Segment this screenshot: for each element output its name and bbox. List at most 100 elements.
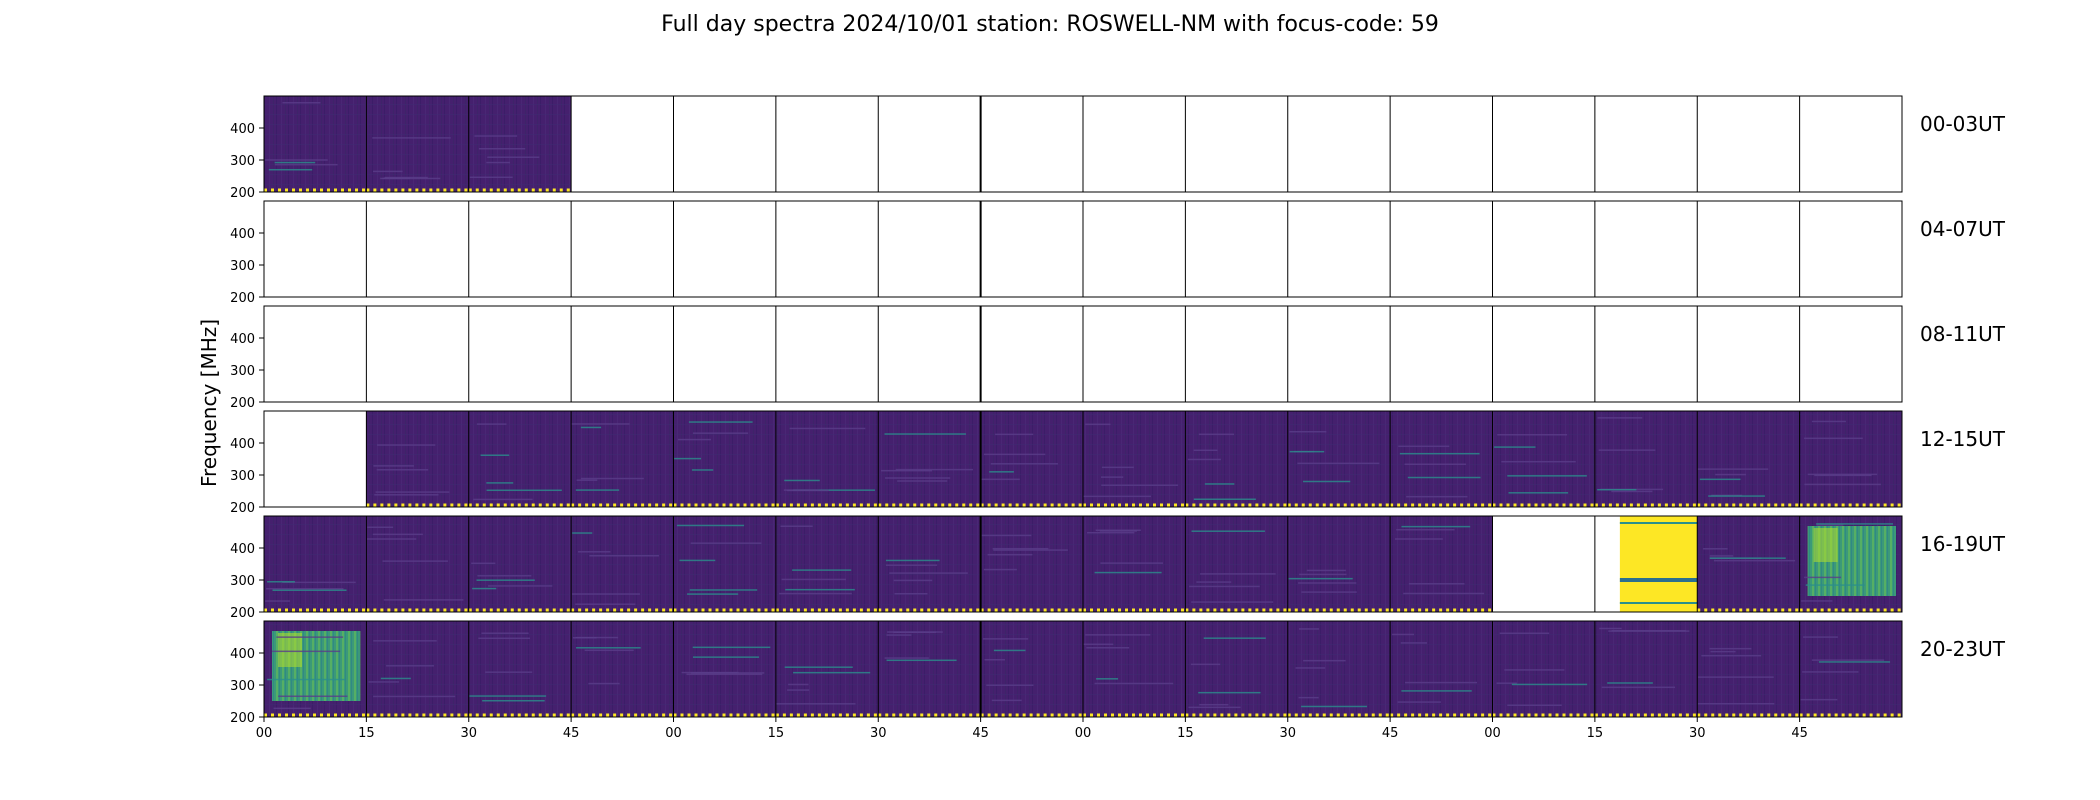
spectral-line — [485, 671, 533, 673]
spectral-line — [686, 673, 763, 676]
spectral-line — [1198, 433, 1235, 436]
spectral-line — [886, 659, 957, 662]
data-block — [1594, 411, 1698, 507]
spectral-line — [986, 684, 1034, 686]
spectra-block — [468, 201, 572, 297]
spectral-line — [1196, 581, 1232, 583]
spectral-line — [1198, 691, 1261, 694]
y-tick-label: 200 — [230, 606, 255, 621]
empty-block — [366, 201, 469, 297]
spectral-line — [1697, 468, 1769, 470]
spectral-line — [1407, 476, 1481, 479]
spectral-line — [1601, 686, 1676, 689]
data-block — [1083, 411, 1186, 507]
spectra-block — [264, 516, 367, 612]
spectral-line — [1392, 633, 1414, 636]
spectral-line — [1086, 647, 1130, 649]
spectra-block — [468, 306, 572, 402]
spectra-block — [1697, 411, 1800, 507]
hot-area — [278, 633, 302, 667]
spectra-row-12-15UT — [263, 410, 1903, 508]
spectra-block — [1697, 516, 1800, 612]
spectral-line — [1804, 576, 1842, 579]
spectral-line — [482, 699, 545, 702]
y-tick-label: 300 — [230, 364, 255, 379]
spectral-line — [1404, 463, 1467, 466]
spectral-line — [1802, 671, 1859, 673]
empty-block — [1697, 96, 1800, 192]
spectral-line — [383, 599, 464, 601]
spectra-block — [571, 201, 674, 297]
spectra-block — [1594, 306, 1698, 402]
spectral-line — [1094, 571, 1162, 574]
empty-block — [1083, 201, 1186, 297]
empty-block — [1287, 306, 1391, 402]
spectral-line — [989, 471, 1014, 473]
data-block — [366, 621, 469, 717]
y-tick-label: 200 — [230, 396, 255, 411]
spectra-block — [1185, 516, 1288, 612]
data-block — [1185, 621, 1288, 717]
spectral-line — [1697, 676, 1774, 678]
empty-block — [1083, 96, 1186, 192]
y-axis-label: Frequency [MHz] — [197, 319, 221, 487]
data-block — [1697, 411, 1800, 507]
empty-block — [1697, 306, 1800, 402]
data-block — [1697, 516, 1800, 612]
spectral-line — [575, 489, 620, 491]
spectral-line — [1499, 632, 1550, 635]
x-tick-label: 45 — [563, 726, 580, 741]
spectral-line — [1403, 592, 1485, 595]
spectral-line — [1597, 417, 1643, 419]
spectral-line — [1193, 449, 1218, 452]
spectral-line — [1697, 702, 1775, 705]
spectral-line — [1094, 682, 1174, 685]
spectral-line — [1818, 661, 1891, 663]
spectral-line — [1804, 437, 1863, 440]
spectra-block — [366, 306, 469, 402]
spectra-block — [673, 96, 776, 192]
spectra-block — [468, 516, 572, 612]
row-label: 12-15UT — [1920, 427, 2006, 451]
spectra-block — [980, 306, 1083, 402]
spectral-line — [690, 542, 762, 544]
row-frame — [263, 200, 1903, 298]
spectral-line — [1101, 466, 1134, 469]
data-block — [571, 411, 674, 507]
spectral-line — [1406, 495, 1468, 498]
spectral-line — [372, 533, 423, 536]
spectra-block — [1287, 201, 1391, 297]
spectral-line — [692, 656, 760, 658]
spectra-block — [1799, 621, 1902, 717]
spectral-line — [1800, 698, 1838, 701]
spectral-line — [1814, 474, 1872, 477]
spectral-line — [1400, 642, 1428, 644]
spectra-block — [673, 621, 776, 717]
empty-block — [1185, 96, 1288, 192]
spectral-line — [575, 636, 619, 639]
spectra-block — [775, 201, 879, 297]
empty-block — [571, 201, 674, 297]
spectra-block — [571, 96, 674, 192]
data-block — [980, 621, 1083, 717]
spectra-block — [1390, 201, 1493, 297]
spectra-block — [775, 96, 879, 192]
spectral-line — [1816, 523, 1893, 525]
spectral-line — [274, 163, 338, 166]
spectra-block — [366, 411, 469, 507]
y-tick-label: 400 — [230, 332, 255, 347]
spectral-line — [575, 603, 636, 605]
spectral-line — [1301, 591, 1357, 593]
empty-block — [1287, 201, 1391, 297]
x-tick-label: 30 — [1279, 726, 1296, 741]
spectra-block — [980, 516, 1083, 612]
spectral-line — [572, 532, 593, 534]
panels-layer — [263, 95, 1903, 718]
spectral-line — [267, 581, 295, 583]
data-block — [468, 621, 572, 717]
spectral-line — [1083, 643, 1114, 646]
y-tick-label: 300 — [230, 679, 255, 694]
spectral-line — [1598, 449, 1656, 451]
spectral-line — [1494, 446, 1536, 448]
spectra-block — [1185, 201, 1288, 297]
